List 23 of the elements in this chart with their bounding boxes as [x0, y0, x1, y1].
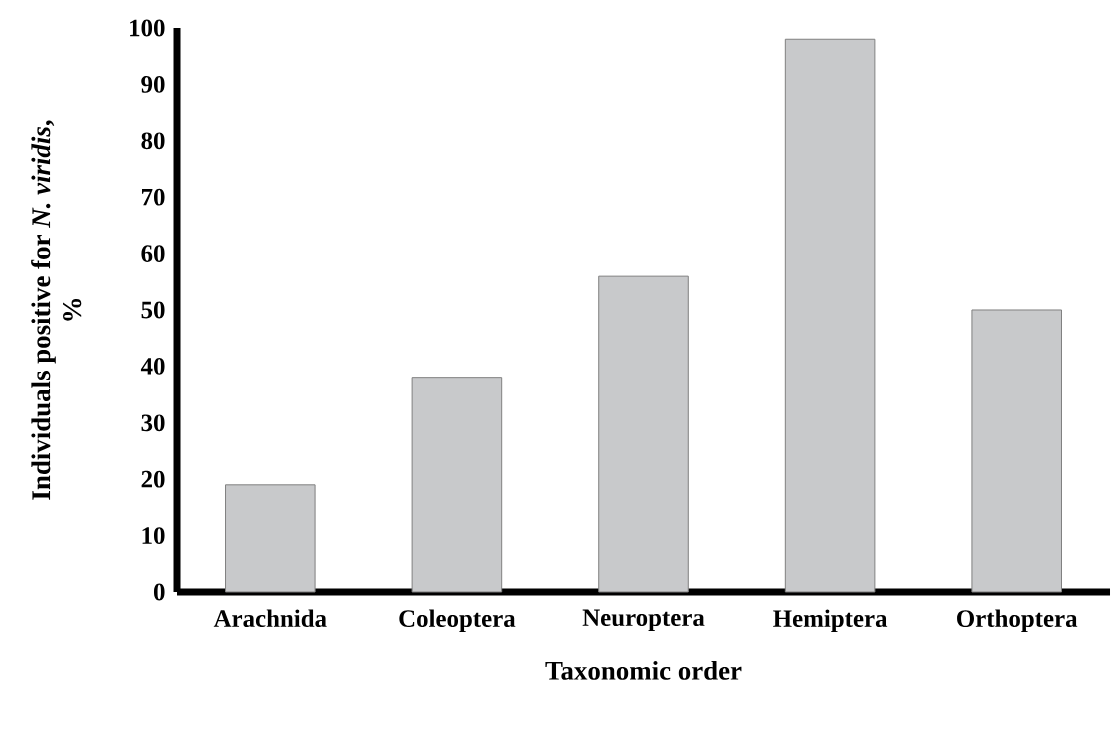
y-tick-label: 70 [142, 188, 165, 206]
y-tick-label: 10 [142, 527, 165, 544]
y-tick-label: 40 [140, 357, 165, 375]
bar [971, 309, 1062, 593]
y-tick-label: 20 [141, 470, 165, 488]
bar [411, 377, 503, 593]
y-tick-label: 80 [141, 132, 165, 150]
y-tick-label: 90 [141, 75, 165, 93]
x-tick-label: Orthoptera [957, 609, 1078, 633]
x-axis-title: Taxonomic order [545, 660, 742, 680]
y-tick-label: 50 [141, 301, 165, 319]
bar [598, 275, 689, 593]
y-tick-label: 30 [141, 414, 165, 432]
x-tick-label: Arachnida [213, 609, 327, 628]
x-tick-label: Hemiptera [773, 609, 888, 633]
y-tick-label: 0 [153, 583, 165, 601]
x-tick-label: Neuroptera [582, 609, 705, 632]
bar [784, 38, 876, 593]
y-tick-label: 60 [141, 245, 165, 262]
y-tick-label: 100 [130, 19, 165, 37]
bar [225, 484, 316, 593]
x-tick-label: Coleoptera [399, 609, 516, 633]
text: Individuals positive for N. viridis, % [31, 120, 82, 500]
